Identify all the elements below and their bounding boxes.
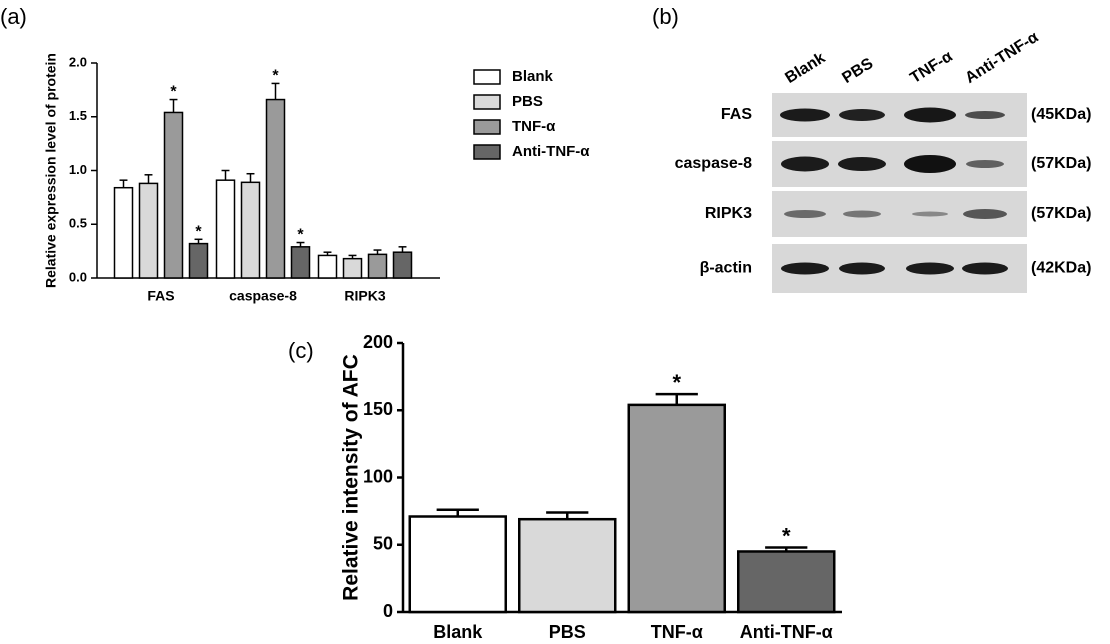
blot-band bbox=[904, 107, 956, 123]
y-tick-label: 100 bbox=[363, 466, 393, 486]
panel-label: (c) bbox=[288, 338, 314, 363]
legend-label: PBS bbox=[512, 93, 543, 110]
blot-band bbox=[906, 262, 954, 275]
y-tick-label: 1.0 bbox=[69, 162, 87, 177]
lane-label: PBS bbox=[839, 55, 876, 87]
bar bbox=[408, 515, 507, 614]
legend-swatch bbox=[473, 144, 501, 160]
panel-label: (b) bbox=[652, 4, 679, 29]
bar bbox=[265, 98, 286, 279]
protein-label: FAS bbox=[721, 106, 752, 123]
blot-band bbox=[839, 262, 885, 275]
bar bbox=[367, 253, 388, 279]
blot-band bbox=[781, 156, 829, 172]
blot-band bbox=[781, 262, 829, 275]
bar bbox=[163, 111, 184, 279]
y-tick-label: 50 bbox=[373, 534, 393, 554]
x-tick-label: RIPK3 bbox=[344, 288, 385, 304]
y-tick-label: 150 bbox=[363, 399, 393, 419]
blot-band bbox=[966, 160, 1004, 168]
x-tick-label: Blank bbox=[433, 622, 483, 642]
legend-swatch bbox=[473, 94, 501, 110]
significance-mark: * bbox=[297, 227, 304, 244]
y-tick-label: 200 bbox=[363, 332, 393, 352]
blot-band bbox=[904, 155, 956, 173]
legend-swatch bbox=[473, 119, 501, 135]
blot-band bbox=[965, 111, 1005, 119]
blot-band bbox=[843, 210, 881, 218]
size-label: (42KDa) bbox=[1031, 260, 1091, 277]
lane-label: TNF-α bbox=[907, 48, 955, 87]
y-axis-label: Relative expression level of protein bbox=[43, 53, 59, 288]
significance-mark: * bbox=[195, 223, 202, 240]
protein-label: β-actin bbox=[700, 260, 752, 277]
protein-label: RIPK3 bbox=[705, 205, 752, 222]
y-tick-label: 0 bbox=[383, 601, 393, 621]
blot-band bbox=[838, 157, 886, 171]
x-tick-label: TNF-α bbox=[651, 622, 703, 642]
x-tick-label: PBS bbox=[549, 622, 586, 642]
blot-band bbox=[839, 109, 885, 121]
size-label: (45KDa) bbox=[1031, 106, 1091, 123]
significance-mark: * bbox=[782, 523, 791, 548]
bar bbox=[317, 254, 338, 279]
panel-label: (a) bbox=[0, 4, 27, 29]
y-axis-label: Relative intensity of AFC bbox=[340, 354, 363, 601]
legend-label: Anti-TNF-α bbox=[512, 143, 590, 160]
bar bbox=[215, 179, 236, 279]
significance-mark: * bbox=[672, 370, 681, 395]
legend-swatch bbox=[473, 69, 501, 85]
blot-band bbox=[780, 108, 830, 122]
bar bbox=[627, 403, 726, 614]
size-label: (57KDa) bbox=[1031, 155, 1091, 172]
lane-label: Anti-TNF-α bbox=[962, 29, 1041, 87]
lane-label: Blank bbox=[782, 49, 828, 87]
blot-band bbox=[963, 209, 1007, 219]
bar bbox=[518, 517, 617, 614]
significance-mark: * bbox=[170, 84, 177, 101]
x-tick-label: FAS bbox=[147, 288, 174, 304]
blot-band bbox=[784, 210, 826, 218]
significance-mark: * bbox=[272, 67, 279, 84]
size-label: (57KDa) bbox=[1031, 205, 1091, 222]
protein-label: caspase-8 bbox=[675, 155, 752, 172]
legend-label: Blank bbox=[512, 68, 554, 85]
bar bbox=[342, 257, 363, 279]
y-tick-label: 0.5 bbox=[69, 216, 87, 231]
y-tick-label: 1.5 bbox=[69, 108, 87, 123]
x-tick-label: caspase-8 bbox=[229, 288, 297, 304]
bar bbox=[240, 181, 261, 279]
bar bbox=[188, 242, 209, 279]
bar bbox=[392, 251, 413, 279]
bar bbox=[113, 186, 134, 279]
bar bbox=[290, 246, 311, 279]
blot-band bbox=[962, 262, 1008, 275]
y-tick-label: 0.0 bbox=[69, 269, 87, 284]
x-tick-label: Anti-TNF-α bbox=[740, 622, 833, 642]
bar bbox=[737, 550, 836, 614]
legend-label: TNF-α bbox=[512, 118, 556, 135]
blot-band bbox=[912, 211, 948, 217]
y-tick-label: 2.0 bbox=[69, 54, 87, 69]
bar bbox=[138, 182, 159, 279]
